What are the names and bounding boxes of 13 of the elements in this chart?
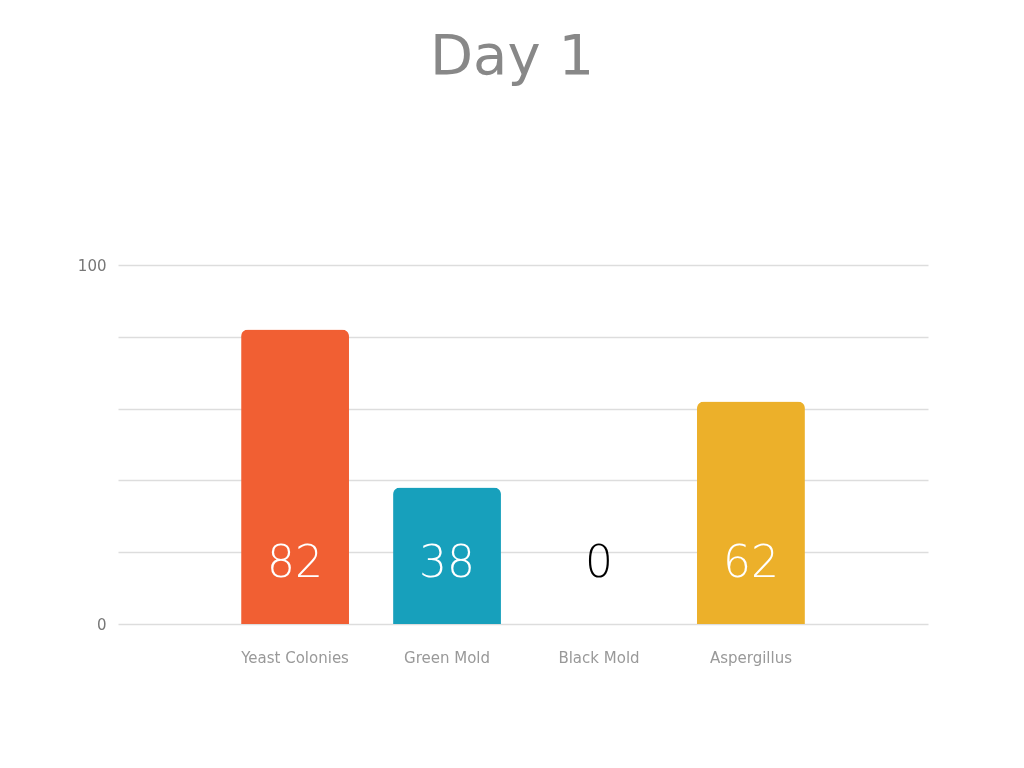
chart-title: Day 1 <box>429 22 595 87</box>
bar <box>393 487 501 624</box>
x-tick-label: Aspergillus <box>709 648 793 667</box>
x-tick-label: Black Mold <box>558 648 640 667</box>
data-label: 0 <box>584 536 613 587</box>
bar <box>241 329 349 624</box>
bar <box>697 401 805 624</box>
x-tick-label: Green Mold <box>404 648 491 667</box>
x-tick-label: Yeast Colonies <box>240 648 350 667</box>
data-label: 38 <box>419 536 476 587</box>
y-tick-label: 100 <box>77 256 107 275</box>
data-label: 62 <box>722 536 779 587</box>
data-label: 82 <box>267 536 324 587</box>
